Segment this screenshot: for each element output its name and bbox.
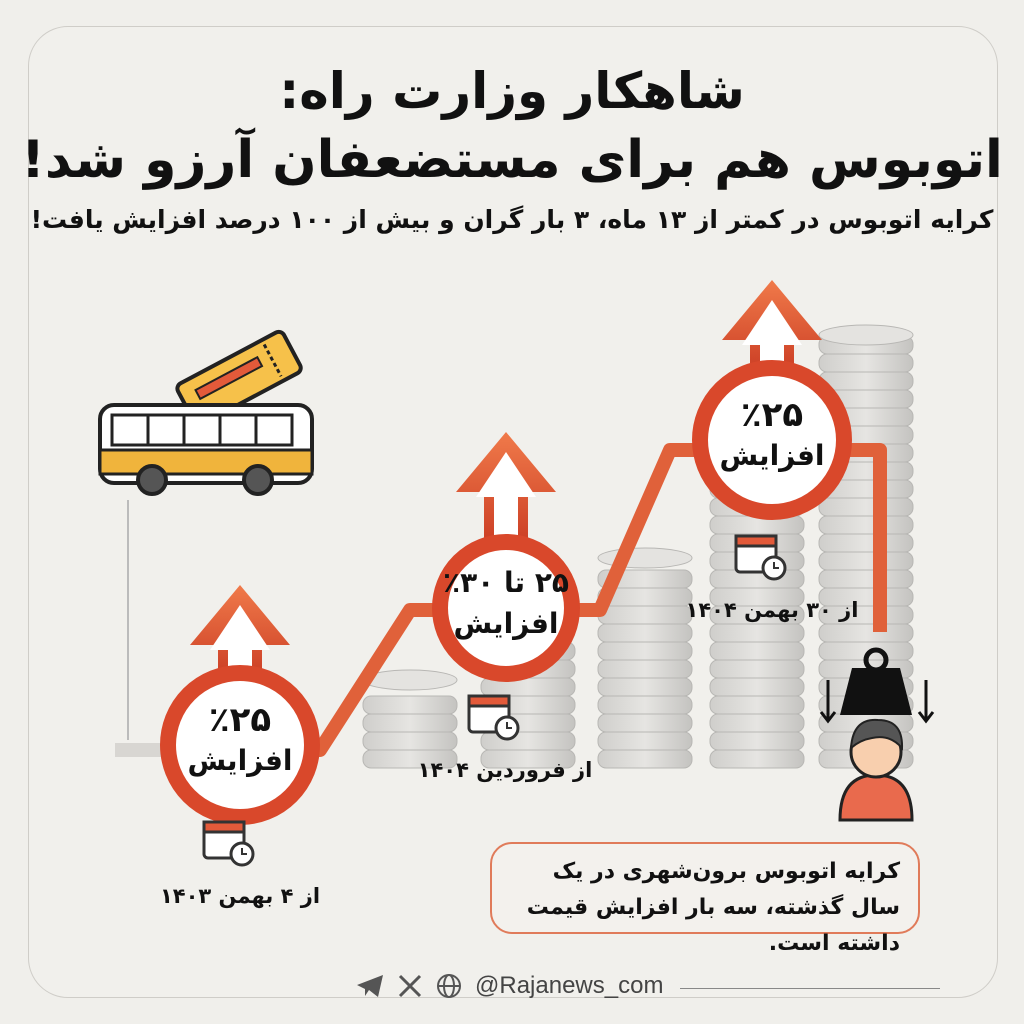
trend-line	[115, 443, 887, 757]
coin	[709, 731, 805, 751]
subtitle: کرایه اتوبوس در کمتر از ۱۳ ماه، ۳ بار گر…	[30, 205, 994, 234]
globe-icon[interactable]	[435, 972, 463, 1000]
coin	[818, 533, 914, 553]
increase-percent: ٪۲۵	[740, 395, 804, 435]
coin	[818, 551, 914, 571]
social-handle[interactable]: @Rajanews_com	[475, 972, 664, 999]
coin	[597, 677, 693, 697]
step-date: از ۳۰ بهمن ۱۴۰۴	[685, 598, 859, 622]
title-line2: اتوبوس هم برای مستضعفان آرزو شد!	[21, 130, 1003, 190]
coin	[362, 695, 458, 715]
person-icon	[838, 718, 914, 822]
increase-label: افزایش	[453, 607, 559, 640]
increase-badge: ٪۲۵ افزایش	[707, 394, 837, 476]
increase-badge: ٪۲۵ افزایش	[175, 699, 305, 781]
increase-badge-circle	[160, 665, 320, 825]
calendar-clock-icon	[734, 534, 787, 581]
x-icon[interactable]	[397, 973, 423, 999]
coin	[597, 641, 693, 661]
coin	[597, 749, 693, 769]
increase-label: افزایش	[719, 439, 825, 472]
coin	[597, 713, 693, 733]
coin-top	[818, 324, 914, 346]
coin	[597, 659, 693, 679]
up-arrow-inner	[210, 605, 270, 673]
increase-badge-circle	[692, 360, 852, 520]
coin	[709, 749, 805, 769]
arrow-down-icon	[917, 680, 935, 724]
coin	[709, 623, 805, 643]
summary-note: کرایه اتوبوس برون‌شهری در یک سال گذشته، …	[490, 842, 920, 956]
increase-percent: ٪۲۵	[208, 700, 272, 740]
coin	[818, 515, 914, 535]
coin	[362, 713, 458, 733]
note-text: کرایه اتوبوس برون‌شهری در یک سال گذشته، …	[526, 859, 900, 956]
arrow-down-icon	[819, 680, 837, 724]
coin	[709, 641, 805, 661]
calendar-clock-icon	[467, 694, 520, 741]
coin	[597, 731, 693, 751]
coin	[709, 713, 805, 733]
footer: @Rajanews_com	[355, 972, 663, 1000]
increase-label: افزایش	[187, 744, 293, 777]
coin	[818, 353, 914, 373]
coin	[818, 497, 914, 517]
step-date: از فروردین ۱۴۰۴	[417, 758, 593, 782]
increase-badge-circle	[432, 534, 580, 682]
coin	[709, 659, 805, 679]
coin	[597, 623, 693, 643]
coin	[709, 515, 805, 535]
up-arrow-inner	[742, 300, 802, 368]
coin	[818, 623, 914, 643]
coin	[480, 731, 576, 751]
coin	[709, 695, 805, 715]
footer-divider	[680, 988, 940, 989]
calendar-clock-icon	[202, 820, 255, 867]
coin	[362, 731, 458, 751]
step-date: از ۴ بهمن ۱۴۰۳	[159, 884, 321, 908]
increase-percent: ۲۵ تا ۳۰٪	[443, 566, 569, 599]
coin	[818, 371, 914, 391]
up-arrow-inner	[476, 452, 536, 542]
title-line1: شاهکار وزارت راه:	[279, 62, 745, 120]
coin	[597, 695, 693, 715]
telegram-icon[interactable]	[355, 973, 385, 999]
coin	[818, 569, 914, 589]
bus-icon	[98, 329, 314, 496]
increase-badge: ۲۵ تا ۳۰٪ افزایش	[441, 562, 571, 644]
weight-icon	[819, 647, 935, 724]
coin	[709, 677, 805, 697]
